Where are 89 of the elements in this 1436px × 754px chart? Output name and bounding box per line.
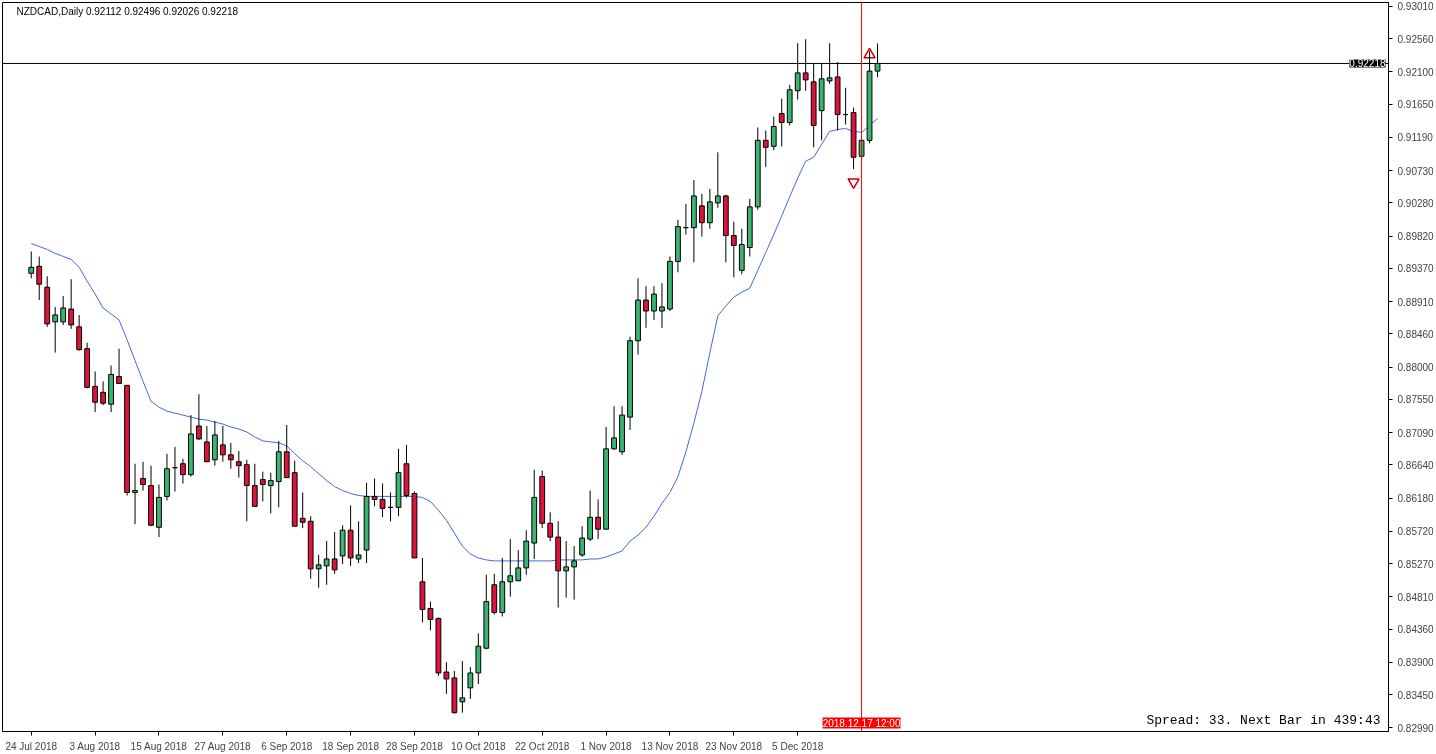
candlestick <box>579 525 586 558</box>
x-tick-label: 23 Nov 2018 <box>705 740 763 752</box>
candlestick <box>706 188 713 230</box>
y-tick-label: 0.86180 <box>1397 493 1435 505</box>
candlestick <box>219 425 226 463</box>
candlestick <box>698 193 705 238</box>
candlestick <box>778 98 785 147</box>
candlestick <box>116 348 122 384</box>
candlestick <box>259 471 266 502</box>
candlestick <box>267 472 274 514</box>
candlestick <box>515 549 522 582</box>
x-tick-label: 13 Nov 2018 <box>641 740 699 752</box>
candlestick <box>762 129 769 168</box>
candlestick <box>52 306 59 354</box>
candlestick <box>28 250 35 279</box>
y-tick-label: 0.83900 <box>1397 657 1435 669</box>
candlestick <box>235 450 242 479</box>
candlestick <box>427 601 434 631</box>
y-tick-label: 0.86640 <box>1397 459 1435 471</box>
x-tick-label: 5 Dec 2018 <box>772 740 824 752</box>
ref-line-label: 0.92218 <box>1349 58 1386 70</box>
x-tick-label: 18 Sep 2018 <box>322 740 380 752</box>
y-tick-label: 0.90730 <box>1397 165 1435 177</box>
x-tick-label: 28 Sep 2018 <box>386 740 444 752</box>
candlestick <box>467 666 474 700</box>
y-tick-label: 0.88910 <box>1397 296 1435 308</box>
candlestick <box>730 221 737 278</box>
y-tick-label: 0.92100 <box>1397 66 1435 78</box>
x-tick-label: 1 Nov 2018 <box>580 740 633 752</box>
x-tick-label: 10 Oct 2018 <box>451 740 507 752</box>
candlestick <box>331 531 338 575</box>
candlestick <box>60 295 67 326</box>
y-tick-label: 0.87090 <box>1397 427 1435 439</box>
candlestick <box>196 393 202 441</box>
candlestick <box>180 458 186 485</box>
candlestick <box>140 461 146 492</box>
y-tick-label: 0.89820 <box>1397 231 1435 243</box>
x-tick-label: 24 Jul 2018 <box>5 740 58 752</box>
y-tick-label: 0.93010 <box>1397 1 1435 13</box>
candlestick <box>547 511 554 542</box>
candlestick <box>571 545 578 601</box>
y-tick-label: 0.88000 <box>1397 362 1435 374</box>
candlestick <box>355 520 362 564</box>
candlestick <box>323 540 330 586</box>
y-tick-label: 0.88460 <box>1397 328 1435 340</box>
candlestick <box>611 405 617 451</box>
x-tick-label: 6 Sep 2018 <box>261 740 313 752</box>
candlestick <box>507 538 514 598</box>
y-tick-label: 0.92560 <box>1397 33 1435 45</box>
candlestick <box>203 425 210 463</box>
candlestick <box>243 459 250 522</box>
y-tick-label: 0.83450 <box>1397 689 1435 701</box>
x-tick-label: 22 Oct 2018 <box>514 740 570 752</box>
candlestick <box>299 491 306 529</box>
candlestick <box>68 278 75 330</box>
y-tick-label: 0.89370 <box>1397 263 1435 275</box>
y-tick-label: 0.91650 <box>1397 99 1435 111</box>
candlestick <box>92 370 99 413</box>
candlestick <box>251 463 258 507</box>
x-tick-label: 27 Aug 2018 <box>194 740 252 752</box>
x-tick-label: 2018.12.17 12:00 <box>822 717 901 729</box>
candlestick <box>563 540 570 599</box>
y-tick-label: 0.85270 <box>1397 558 1435 570</box>
candlestick <box>595 498 601 540</box>
y-tick-label: 0.84810 <box>1397 591 1435 603</box>
y-tick-label: 0.90280 <box>1397 197 1435 209</box>
y-tick-label: 0.85720 <box>1397 526 1435 538</box>
x-tick-label: 3 Aug 2018 <box>69 740 121 752</box>
text: Spread: 33. Next Bar in 439:43 <box>1146 712 1381 728</box>
y-tick-label: 0.87550 <box>1397 394 1435 406</box>
candlestick <box>315 554 322 589</box>
candlestick <box>459 660 466 714</box>
candlestick <box>770 116 777 151</box>
candlestick <box>443 661 450 695</box>
y-tick-label: 0.84360 <box>1397 624 1435 636</box>
chart-title: NZDCAD,Daily 0.92112 0.92496 0.92026 0.92218 <box>16 5 239 17</box>
y-tick-label: 0.82990 <box>1397 722 1435 734</box>
candlestick <box>100 380 106 406</box>
candlestick <box>643 285 649 329</box>
candlestick <box>651 285 657 321</box>
candlestick <box>132 463 138 525</box>
x-tick-label: 15 Aug 2018 <box>130 740 188 752</box>
candlestick <box>587 490 594 542</box>
candlestick <box>714 151 721 209</box>
candlestick <box>227 442 234 470</box>
candlestick <box>36 255 43 301</box>
candlestick <box>76 314 83 352</box>
candlestick <box>659 282 665 329</box>
y-tick-label: 0.91190 <box>1397 132 1434 144</box>
